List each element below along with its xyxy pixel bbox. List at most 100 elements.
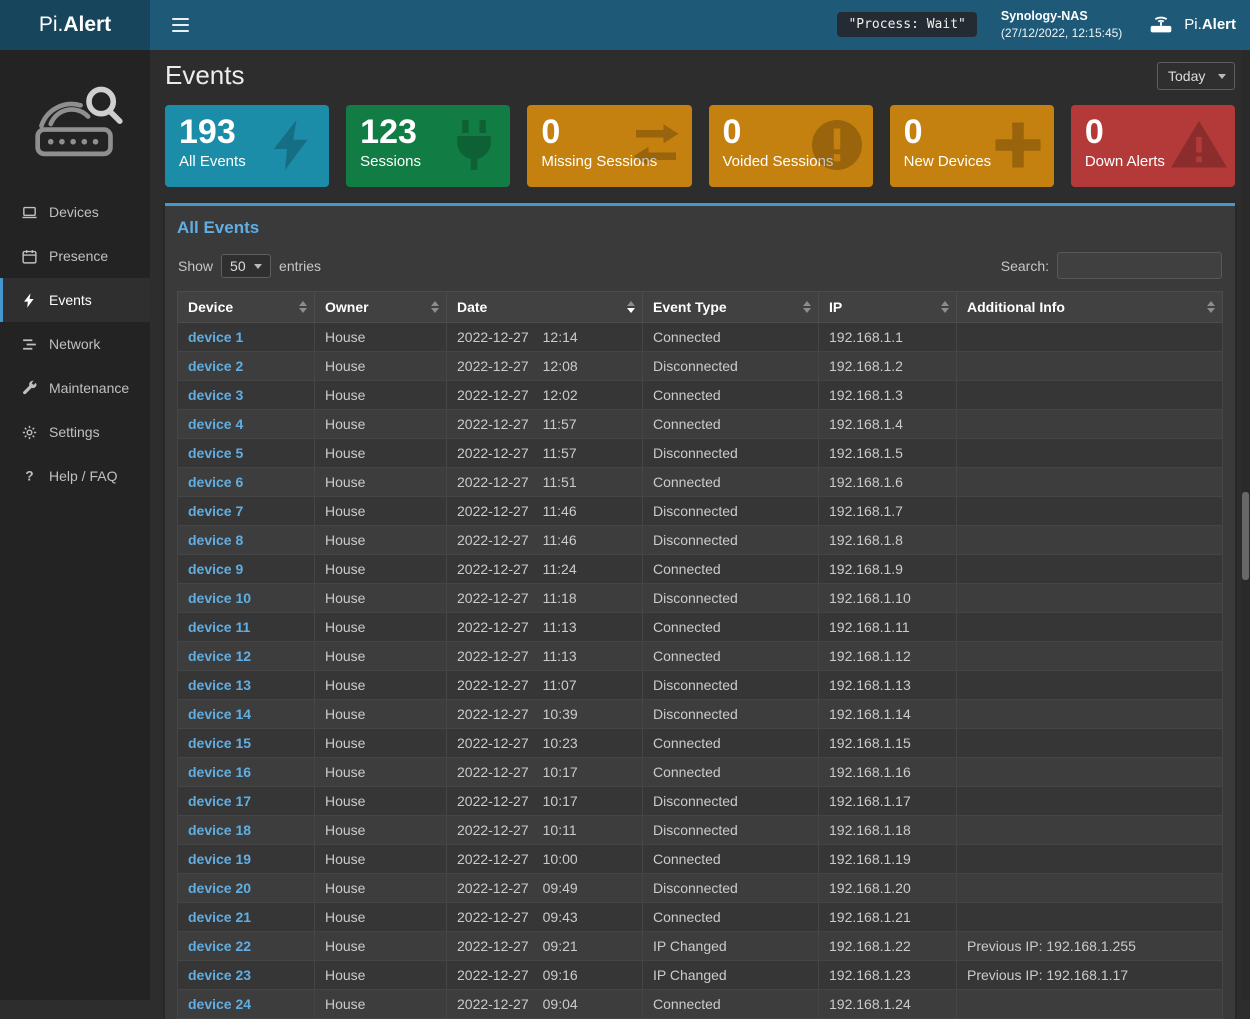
device-link[interactable]: device 8 — [188, 532, 244, 548]
event-type-cell: Disconnected — [642, 496, 819, 526]
stream-icon — [21, 336, 38, 353]
stat-card-missing-sessions[interactable]: 0 Missing Sessions — [527, 105, 692, 187]
ip-cell: 192.168.1.13 — [818, 670, 957, 700]
device-link[interactable]: device 5 — [188, 445, 244, 461]
device-link[interactable]: device 11 — [188, 619, 251, 635]
topbar-brand[interactable]: Pi.Alert — [1146, 11, 1236, 39]
sidebar-toggle-icon[interactable] — [166, 12, 195, 39]
sidebar-item-presence[interactable]: Presence — [0, 234, 150, 278]
ip-cell: 192.168.1.6 — [818, 467, 957, 497]
device-link[interactable]: device 19 — [188, 851, 252, 867]
scrollbar-track[interactable] — [1241, 50, 1250, 1000]
stat-card-sessions[interactable]: 123 Sessions — [346, 105, 511, 187]
event-type-cell: Connected — [642, 641, 819, 671]
device-link[interactable]: device 23 — [188, 967, 252, 983]
device-link[interactable]: device 6 — [188, 474, 244, 490]
event-type-cell: Disconnected — [642, 699, 819, 729]
column-header-label: Additional Info — [967, 299, 1065, 315]
ip-cell: 192.168.1.21 — [818, 902, 957, 932]
table-row: device 7 House 2022-12-27 11:46 Disconnected… — [177, 496, 1223, 526]
device-link[interactable]: device 13 — [188, 677, 252, 693]
ip-cell: 192.168.1.17 — [818, 786, 957, 816]
sidebar-item-devices[interactable]: Devices — [0, 190, 150, 234]
event-type-cell: Connected — [642, 409, 819, 439]
event-type-cell: Disconnected — [642, 786, 819, 816]
column-header-additional-info[interactable]: Additional Info — [956, 291, 1223, 323]
device-link[interactable]: device 9 — [188, 561, 244, 577]
event-type-cell: IP Changed — [642, 960, 819, 990]
device-link[interactable]: device 15 — [188, 735, 252, 751]
info-cell — [956, 641, 1223, 671]
device-link[interactable]: device 22 — [188, 938, 252, 954]
event-type-cell: Disconnected — [642, 351, 819, 381]
date-cell: 2022-12-27 09:16 — [446, 960, 643, 990]
info-cell — [956, 815, 1223, 845]
search-label: Search: — [1000, 257, 1049, 274]
table-row: device 4 House 2022-12-27 11:57 Connected 192… — [177, 409, 1223, 439]
device-link[interactable]: device 17 — [188, 793, 252, 809]
ip-cell: 192.168.1.4 — [818, 409, 957, 439]
app-logo[interactable]: Pi. Alert — [0, 0, 150, 50]
info-cell — [956, 844, 1223, 874]
column-header-ip[interactable]: IP — [818, 291, 957, 323]
device-link[interactable]: device 18 — [188, 822, 252, 838]
device-link[interactable]: device 21 — [188, 909, 252, 925]
owner-cell: House — [314, 902, 447, 932]
date-cell: 2022-12-27 12:02 — [446, 380, 643, 410]
ip-cell: 192.168.1.16 — [818, 757, 957, 787]
stat-cards: 193 All Events 123 Sessions 0 Missing Session… — [165, 105, 1235, 187]
stat-card-down-alerts[interactable]: 0 Down Alerts — [1070, 105, 1235, 187]
device-link[interactable]: device 1 — [188, 329, 244, 345]
device-link[interactable]: device 10 — [188, 590, 252, 606]
info-cell — [956, 409, 1223, 439]
stat-value: 123 — [360, 113, 417, 151]
sort-icon — [1207, 301, 1215, 313]
ip-cell: 192.168.1.9 — [818, 554, 957, 584]
sidebar-item-help-faq[interactable]: ? Help / FAQ — [0, 454, 150, 498]
table-row: device 1 House 2022-12-27 12:14 Connected 192… — [177, 322, 1223, 352]
column-header-event-type[interactable]: Event Type — [642, 291, 819, 323]
sidebar-item-label: Presence — [49, 248, 109, 264]
column-header-label: Event Type — [653, 299, 727, 315]
sidebar-item-maintenance[interactable]: Maintenance — [0, 366, 150, 410]
sidebar-item-network[interactable]: Network — [0, 322, 150, 366]
device-cell: device 22 — [177, 931, 315, 961]
owner-cell: House — [314, 351, 447, 381]
device-cell: device 6 — [177, 467, 315, 497]
sidebar-item-label: Help / FAQ — [49, 468, 118, 484]
sidebar-item-label: Network — [49, 336, 101, 352]
owner-cell: House — [314, 554, 447, 584]
period-select[interactable]: Today — [1157, 61, 1235, 90]
owner-cell: House — [314, 409, 447, 439]
sidebar-item-events[interactable]: Events — [0, 278, 150, 322]
stat-card-voided-sessions[interactable]: 0 Voided Sessions — [708, 105, 873, 187]
ip-cell: 192.168.1.5 — [818, 438, 957, 468]
scrollbar-thumb[interactable] — [1242, 492, 1249, 580]
exclamation-icon — [807, 115, 867, 175]
date-cell: 2022-12-27 11:13 — [446, 641, 643, 671]
stat-card-all-events[interactable]: 193 All Events — [165, 105, 330, 187]
owner-cell: House — [314, 873, 447, 903]
device-link[interactable]: device 2 — [188, 358, 244, 374]
info-cell — [956, 670, 1223, 700]
column-header-date[interactable]: Date — [446, 291, 643, 323]
device-link[interactable]: device 14 — [188, 706, 252, 722]
device-link[interactable]: device 20 — [188, 880, 252, 896]
device-link[interactable]: device 7 — [188, 503, 244, 519]
device-link[interactable]: device 12 — [188, 648, 252, 664]
device-link[interactable]: device 4 — [188, 416, 244, 432]
sidebar-item-settings[interactable]: Settings — [0, 410, 150, 454]
device-link[interactable]: device 24 — [188, 996, 252, 1012]
stat-value: 0 — [1084, 113, 1104, 151]
table-row: device 24 House 2022-12-27 09:04 Connected 19… — [177, 989, 1223, 1019]
date-cell: 2022-12-27 09:04 — [446, 989, 643, 1019]
search-input[interactable] — [1057, 252, 1222, 279]
page-length-select[interactable]: 50 — [221, 253, 272, 278]
device-link[interactable]: device 3 — [188, 387, 244, 403]
device-link[interactable]: device 16 — [188, 764, 252, 780]
stat-value: 0 — [722, 113, 742, 151]
stat-card-new-devices[interactable]: 0 New Devices — [889, 105, 1054, 187]
question-icon: ? — [21, 468, 38, 485]
column-header-owner[interactable]: Owner — [314, 291, 447, 323]
column-header-device[interactable]: Device — [177, 291, 315, 323]
